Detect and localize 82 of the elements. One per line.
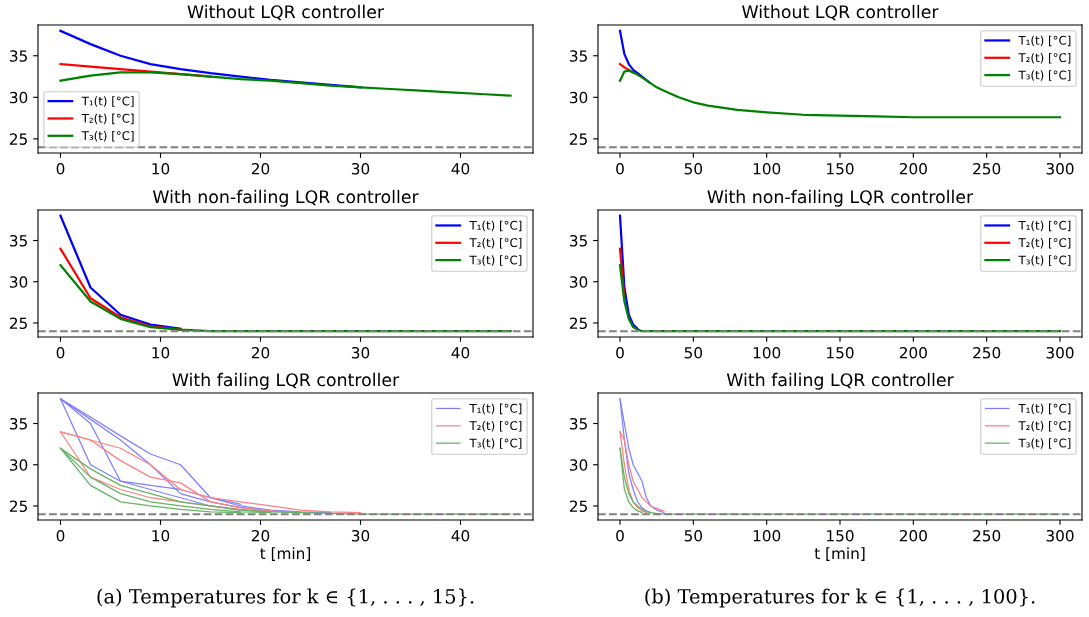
x-tick-label: 10 [152,162,170,175]
x-tick-label: 300 [1046,162,1074,175]
x-tick-label: 10 [152,346,170,359]
x-tick-label: 100 [753,162,781,175]
x-tick-label: 50 [684,529,703,542]
legend-label: T₃(t) [°C] [1018,438,1071,449]
legend-label: T₂(t) [°C] [469,420,522,432]
legend-label: T₂(t) [°C] [469,237,522,249]
x-tick-label: 150 [827,162,854,175]
chart-title: With failing LQR controller [172,372,400,390]
x-tick-label: 0 [616,162,624,175]
y-tick-label: 25 [9,133,27,145]
legend-label: T₂(t) [°C] [81,113,134,125]
x-tick-label: 20 [251,529,270,542]
legend-label: T₂(t) [°C] [1018,237,1071,249]
legend-label: T₃(t) [°C] [1018,255,1071,266]
legend-label: T₃(t) [°C] [81,130,134,142]
legend-label: T₂(t) [°C] [1018,420,1071,432]
y-tick-label: 35 [570,234,587,247]
chart-title: With non-failing LQR controller [152,189,419,207]
y-tick-label: 25 [9,317,27,329]
y-tick-label: 25 [569,317,587,329]
chart-title: Without LQR controller [742,4,939,21]
x-tick-label: 100 [753,529,781,542]
legend-label: T₁(t) [°C] [1018,220,1071,232]
legend-label: T₁(t) [°C] [81,96,134,107]
text: (a) Temperatures for k ∈ {1, . . . , 15}. [97,588,474,608]
legend-label: T₂(t) [°C] [1018,52,1071,64]
x-tick-label: 0 [616,346,624,359]
y-tick-label: 25 [9,500,27,512]
x-tick-label: 30 [351,162,370,175]
y-tick-label: 30 [570,91,588,104]
x-tick-label: 0 [616,529,624,542]
y-tick-label: 35 [10,50,27,62]
legend-label: T₃(t) [°C] [1018,70,1071,81]
x-tick-label: 200 [899,346,927,359]
legend-label: T₁(t) [°C] [469,220,522,232]
x-tick-label: 0 [56,346,65,359]
y-tick-label: 35 [10,417,27,430]
text: (b) Temperatures for k ∈ {1, . . . , 100}. [645,588,1035,608]
x-tick-label: 300 [1046,529,1074,542]
y-tick-label: 35 [10,234,27,247]
x-axis-title: t [min] [814,547,865,561]
y-tick-label: 25 [569,500,587,512]
x-tick-label: 30 [351,529,370,542]
x-tick-label: 40 [451,346,470,359]
x-tick-label: 20 [251,346,270,359]
x-tick-label: 40 [451,162,470,175]
y-tick-label: 25 [569,133,587,145]
y-tick-label: 30 [10,276,28,288]
x-tick-label: 250 [973,346,1001,359]
legend-label: T₁(t) [°C] [469,403,522,415]
chart-title: With non-failing LQR controller [707,189,974,207]
legend-label: T₃(t) [°C] [469,255,522,266]
x-tick-label: 50 [684,346,703,359]
y-tick-label: 30 [10,459,28,471]
legend-label: T₁(t) [°C] [1018,403,1071,415]
y-tick-label: 30 [10,91,28,104]
x-tick-label: 40 [451,529,470,542]
x-axis-title: t [min] [260,547,310,561]
x-tick-label: 10 [152,529,170,542]
x-tick-label: 300 [1046,346,1074,359]
y-tick-label: 30 [570,276,588,288]
x-tick-label: 250 [973,162,1001,175]
x-tick-label: 50 [684,162,703,175]
legend-label: T₁(t) [°C] [1018,35,1071,47]
x-tick-label: 0 [56,162,65,175]
x-tick-label: 100 [753,346,781,359]
x-tick-label: 150 [827,529,854,542]
legend-label: T₃(t) [°C] [469,438,522,449]
x-tick-label: 200 [899,529,927,542]
x-tick-label: 150 [827,346,854,359]
chart-title: With failing LQR controller [726,372,954,390]
x-tick-label: 20 [251,162,270,175]
x-tick-label: 250 [973,529,1001,542]
x-tick-label: 30 [351,346,370,359]
y-tick-label: 35 [570,417,587,430]
x-tick-label: 0 [56,529,65,542]
y-tick-label: 30 [570,459,588,471]
chart-title: Without LQR controller [187,4,385,21]
x-tick-label: 200 [899,162,927,175]
y-tick-label: 35 [570,50,587,62]
